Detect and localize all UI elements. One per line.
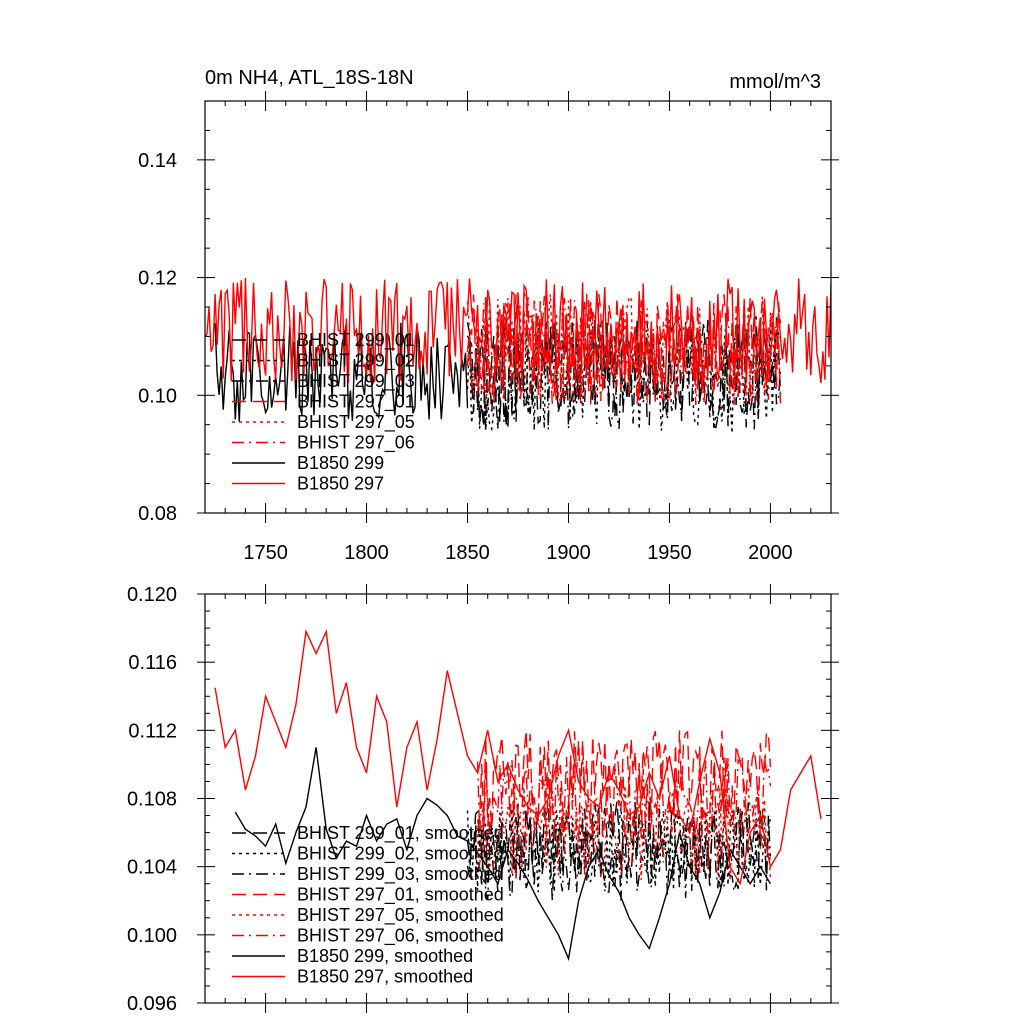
y-tick-label: 0.12: [138, 268, 177, 290]
chart-title: 0m NH4, ATL_18S-18N: [205, 67, 414, 89]
y-tick-label: 0.112: [128, 720, 177, 742]
legend-label: B1850 297: [297, 474, 384, 494]
legend-label: BHIST 297_05, smoothed: [297, 905, 504, 926]
y-tick-label: 0.100: [127, 925, 177, 947]
y-tick-label: 0.14: [138, 150, 177, 172]
y-tick-label: 0.108: [127, 789, 177, 811]
plot-area: [205, 277, 831, 434]
units-label: mmol/m^3: [729, 71, 821, 93]
legend-label: BHIST 299_02, smoothed: [297, 844, 504, 865]
plot-area: [214, 628, 822, 962]
chart-panel-2: 0.096 0.100 0.104 0.108 0.112 0.116 0.120 BHIST…: [127, 584, 839, 1015]
series-line-8: [205, 277, 831, 384]
y-tick-label: 0.120: [127, 584, 177, 606]
y-tick-label: 0.096: [127, 993, 177, 1015]
series-line-2: [466, 807, 772, 893]
series-line-4: [476, 730, 772, 832]
legend-label: BHIST 297_01, smoothed: [297, 885, 504, 906]
y-tick-label: 0.116: [128, 652, 177, 674]
x-tick-label: 2000: [748, 542, 793, 564]
legend-label: BHIST 299_03, smoothed: [297, 864, 504, 885]
y-tick-label: 0.08: [138, 503, 177, 525]
legend-label: BHIST 297_06, smoothed: [297, 926, 504, 947]
legend-label: BHIST 299_01: [297, 330, 415, 351]
x-tick-label: 1900: [546, 542, 591, 564]
x-tick-label: 1800: [344, 542, 389, 564]
legend-label: BHIST 297_05: [297, 412, 415, 433]
series-line-8: [214, 628, 822, 886]
legend-label: BHIST 297_06: [297, 433, 415, 454]
legend-label: B1850 299: [297, 453, 384, 473]
legend-label: BHIST 297_01: [297, 392, 415, 413]
legend-label: B1850 299, smoothed: [297, 946, 473, 966]
series-line-7: [234, 747, 772, 962]
x-tick-label: 1850: [445, 542, 490, 564]
legend-label: BHIST 299_01, smoothed: [297, 823, 504, 844]
y-tick-label: 0.104: [127, 857, 177, 879]
legend-label: B1850 297, smoothed: [297, 967, 473, 987]
y-tick-label: 0.10: [138, 385, 177, 407]
series-line-5: [476, 782, 772, 881]
legend-label: BHIST 299_02: [297, 351, 415, 372]
chart-panel-1: 1750 1800 1850 1900 1950 2000 0.08 0.10 0.12 0.14…: [138, 67, 839, 564]
x-tick-label: 1750: [243, 542, 288, 564]
x-tick-label: 1950: [647, 542, 692, 564]
legend-label: BHIST 299_03: [297, 371, 415, 392]
